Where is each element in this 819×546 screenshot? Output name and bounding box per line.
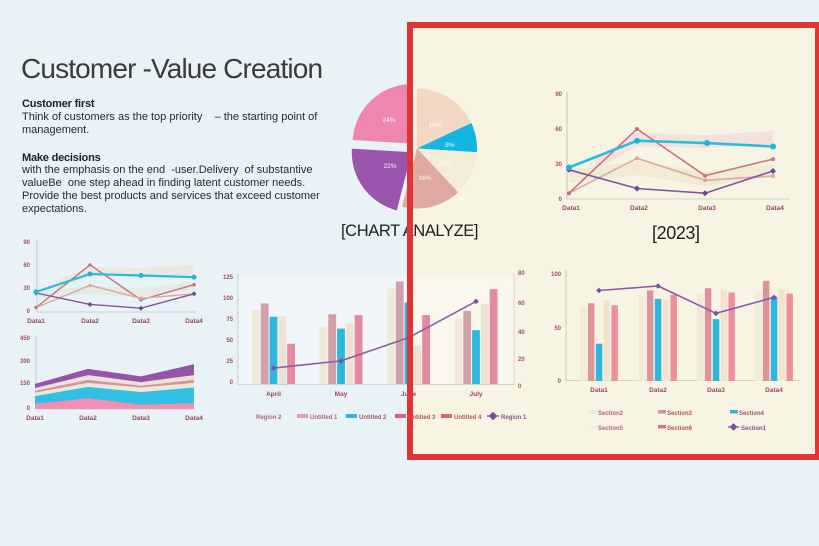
svg-text:16%: 16%	[418, 175, 431, 182]
svg-text:20: 20	[518, 357, 525, 363]
svg-text:60: 60	[23, 263, 30, 269]
svg-text:450: 450	[20, 336, 31, 342]
svg-text:Section5: Section5	[598, 426, 624, 432]
svg-text:50: 50	[226, 338, 233, 344]
svg-text:Data3: Data3	[132, 415, 150, 422]
svg-text:Section4: Section4	[739, 411, 765, 417]
svg-text:Untitled 4: Untitled 4	[454, 415, 482, 421]
svg-text:Data2: Data2	[649, 387, 667, 394]
svg-text:April: April	[266, 391, 281, 398]
svg-text:30: 30	[23, 286, 30, 292]
svg-text:May: May	[335, 391, 348, 398]
svg-text:Region 2: Region 2	[256, 415, 282, 421]
svg-text:Data2: Data2	[630, 205, 648, 212]
svg-text:Untitled 2: Untitled 2	[359, 415, 387, 421]
svg-text:Untitled 1: Untitled 1	[310, 415, 338, 421]
svg-text:July: July	[469, 391, 482, 398]
svg-text:25: 25	[226, 359, 233, 365]
svg-text:100: 100	[551, 272, 562, 278]
svg-text:Data4: Data4	[185, 318, 203, 325]
svg-text:Data4: Data4	[185, 415, 203, 422]
svg-text:Data2: Data2	[79, 415, 97, 422]
svg-text:30: 30	[555, 162, 562, 168]
svg-text:0: 0	[27, 406, 31, 412]
svg-text:Section1: Section1	[741, 426, 767, 432]
svg-text:Untitled 3: Untitled 3	[408, 415, 436, 421]
svg-text:Data4: Data4	[765, 387, 783, 394]
svg-text:0: 0	[230, 380, 234, 386]
svg-text:8%: 8%	[445, 142, 455, 149]
svg-text:Data3: Data3	[132, 318, 150, 325]
svg-text:Data4: Data4	[766, 205, 784, 212]
svg-text:60: 60	[518, 301, 525, 307]
svg-text:80: 80	[518, 271, 525, 277]
svg-text:Region 1: Region 1	[501, 415, 527, 421]
svg-text:0: 0	[559, 197, 563, 203]
svg-text:Data1: Data1	[590, 387, 608, 394]
svg-text:Data3: Data3	[698, 205, 716, 212]
svg-text:300: 300	[20, 359, 31, 365]
svg-text:Data2: Data2	[81, 318, 99, 325]
svg-text:90: 90	[555, 92, 562, 98]
svg-text:40: 40	[518, 330, 525, 336]
svg-text:125: 125	[223, 275, 234, 281]
svg-text:100: 100	[223, 296, 234, 302]
svg-text:22%: 22%	[383, 163, 396, 170]
svg-text:50: 50	[554, 326, 561, 332]
svg-text:Data1: Data1	[562, 205, 580, 212]
svg-text:12%: 12%	[438, 160, 451, 167]
svg-text:24%: 24%	[382, 117, 395, 124]
svg-text:18%: 18%	[428, 122, 441, 129]
svg-text:Data1: Data1	[26, 415, 44, 422]
svg-text:Section3: Section3	[667, 411, 693, 417]
svg-text:0: 0	[558, 379, 562, 385]
svg-text:0: 0	[27, 309, 31, 315]
svg-text:Data1: Data1	[27, 318, 45, 325]
svg-text:60: 60	[555, 127, 562, 133]
svg-text:Section2: Section2	[598, 411, 624, 417]
svg-text:Section6: Section6	[667, 426, 693, 432]
svg-text:75: 75	[226, 317, 233, 323]
svg-text:0: 0	[518, 384, 522, 390]
svg-text:Data3: Data3	[707, 387, 725, 394]
svg-text:150: 150	[20, 381, 31, 387]
svg-text:90: 90	[23, 240, 30, 246]
